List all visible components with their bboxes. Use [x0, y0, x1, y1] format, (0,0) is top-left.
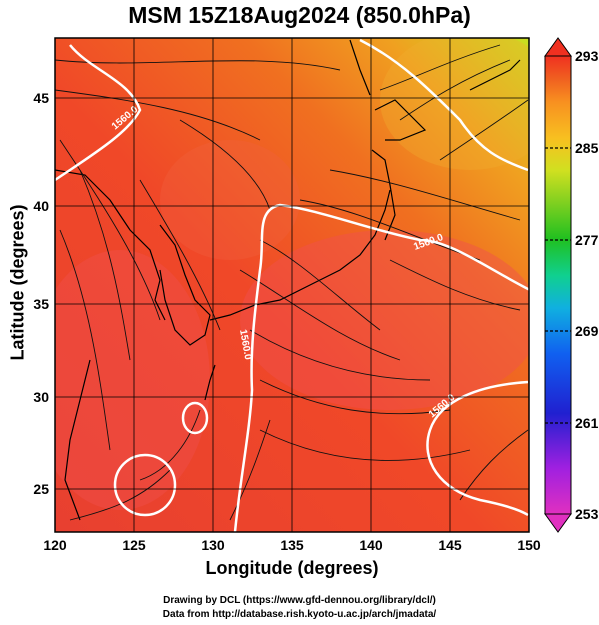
x-tick-label: 135 [280, 537, 304, 553]
credit-drawing: Drawing by DCL (https://www.gfd-dennou.o… [163, 595, 436, 606]
colorbar-tick-labels: 293 285 277 269 261 253 [575, 48, 599, 522]
x-tick-label: 130 [201, 537, 225, 553]
x-tick-label: 125 [122, 537, 146, 553]
y-tick-labels: 25 30 35 40 45 [33, 90, 49, 497]
credit-data: Data from http://database.rish.kyoto-u.a… [162, 609, 437, 620]
colorbar-tick-label: 293 [575, 48, 599, 64]
x-tick-label: 140 [359, 537, 383, 553]
colorbar-tick-label: 253 [575, 506, 599, 522]
y-tick-label: 45 [33, 90, 49, 106]
y-tick-label: 35 [33, 296, 49, 312]
y-tick-label: 25 [33, 481, 49, 497]
streamlines [55, 44, 529, 521]
colorbar-tick-label: 285 [575, 140, 599, 156]
temperature-field [55, 38, 529, 532]
y-tick-label: 40 [33, 198, 49, 214]
x-axis-label: Longitude (degrees) [205, 558, 379, 578]
gridlines [55, 38, 529, 532]
contour-label: 1560.0 [237, 329, 253, 361]
y-axis-label: Latitude (degrees) [7, 204, 28, 361]
colorbar-tick-label: 277 [575, 232, 599, 248]
x-tick-label: 145 [438, 537, 462, 553]
height-contours [55, 38, 529, 532]
colorbar [544, 37, 572, 533]
y-tick-label: 30 [33, 389, 49, 405]
map-title: MSM 15Z18Aug2024 (850.0hPa) [128, 2, 471, 28]
colorbar-tick-label: 261 [575, 415, 599, 431]
x-tick-label: 120 [43, 537, 67, 553]
x-tick-label: 150 [517, 537, 541, 553]
map-frame [54, 37, 530, 533]
colorbar-tick-label: 269 [575, 323, 599, 339]
x-tick-labels: 120 125 130 135 140 145 150 [43, 537, 541, 553]
